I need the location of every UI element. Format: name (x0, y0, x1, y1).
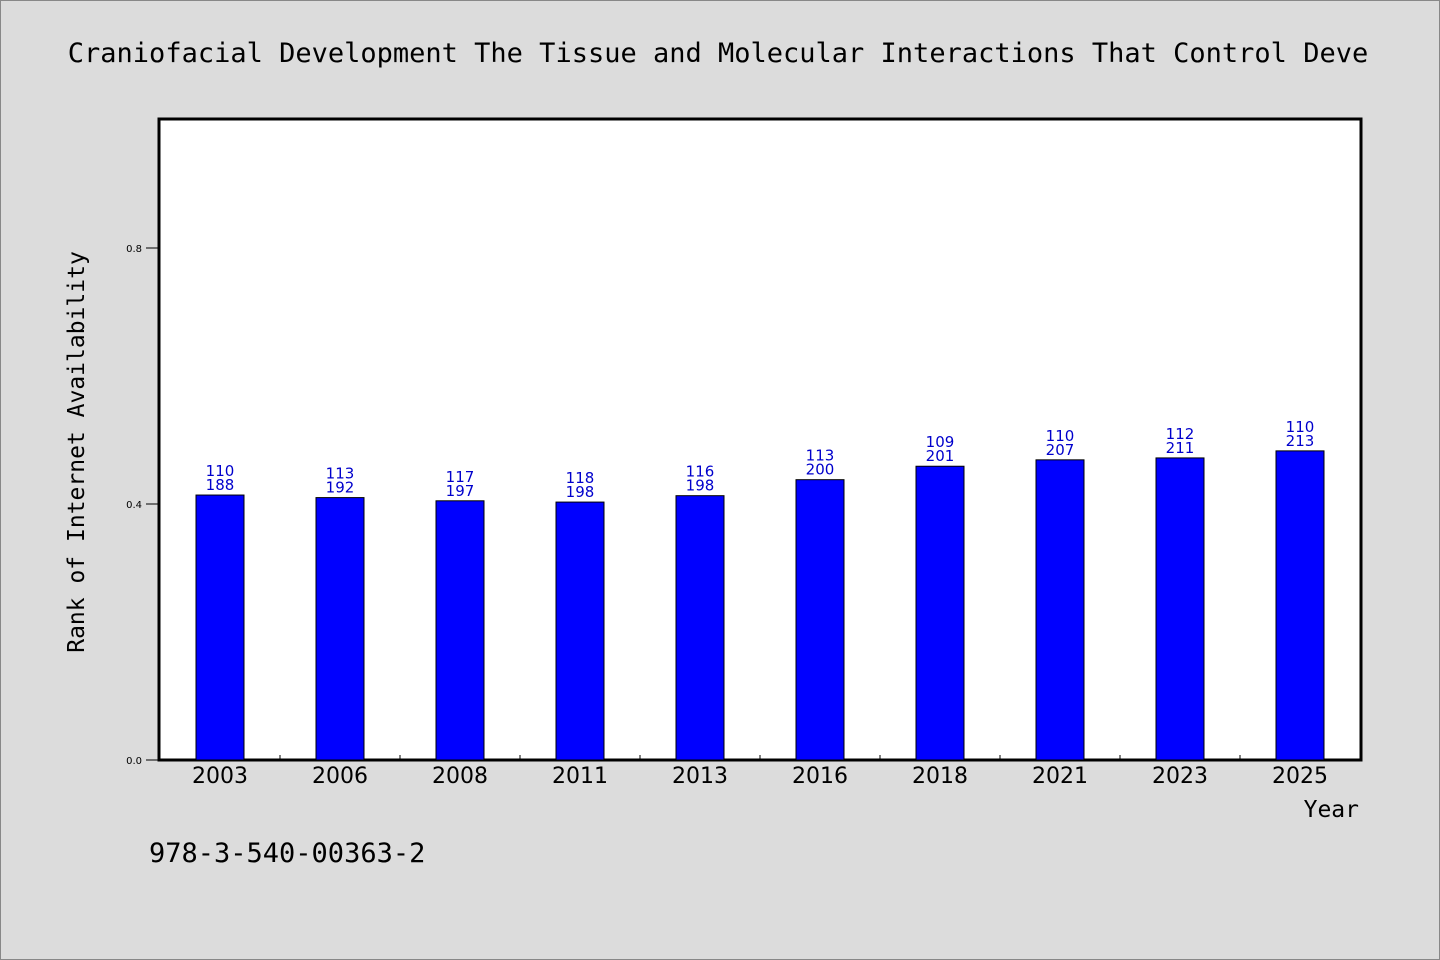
data-label-bottom-2008: 197 (446, 482, 475, 500)
x-tick-label-2006: 2006 (312, 764, 368, 789)
data-label-bottom-2003: 188 (206, 476, 235, 494)
y-axis-title: Rank of Internet Availability (64, 251, 90, 653)
data-label-bottom-2011: 198 (566, 483, 595, 501)
data-label-top-2008: 117 (446, 468, 475, 486)
data-label-bottom-2025: 213 (1286, 432, 1315, 450)
chart-title: Craniofacial Development The Tissue and … (68, 38, 1368, 69)
x-tick-label-2021: 2021 (1032, 764, 1088, 789)
data-label-top-2006: 113 (326, 465, 355, 483)
bars (195, 450, 1325, 761)
data-label-bottom-2013: 198 (686, 477, 715, 495)
data-label-top-2013: 116 (686, 463, 715, 481)
bar-2013 (675, 495, 725, 761)
bar-2023 (1155, 457, 1205, 761)
y-axis: 0.0 0.4 0.8 (126, 244, 160, 767)
isbn-label: 978-3-540-00363-2 (149, 838, 425, 869)
x-tick-label-2013: 2013 (672, 764, 728, 789)
x-tick-label-2025: 2025 (1272, 764, 1328, 789)
x-axis-title: Year (1304, 797, 1359, 823)
data-labels: 1101881131921171971181981161981132001092… (206, 418, 1315, 501)
x-tick-label-2003: 2003 (192, 764, 248, 789)
data-label-top-2023: 112 (1166, 425, 1195, 443)
bar-2016 (795, 479, 845, 761)
x-tick-label-2018: 2018 (912, 764, 968, 789)
data-label-top-2018: 109 (926, 433, 955, 451)
data-label-bottom-2006: 192 (326, 479, 355, 497)
bar-2025 (1275, 450, 1325, 761)
bar-2008 (435, 500, 485, 761)
x-tick-label-2023: 2023 (1152, 764, 1208, 789)
data-label-top-2021: 110 (1046, 427, 1075, 445)
data-label-bottom-2018: 201 (926, 447, 955, 465)
bar-2006 (315, 497, 365, 761)
bar-2003 (195, 494, 245, 761)
data-label-bottom-2021: 207 (1046, 441, 1075, 459)
bar-2011 (555, 501, 605, 761)
data-label-bottom-2023: 211 (1166, 439, 1195, 457)
data-label-top-2016: 113 (806, 447, 835, 465)
x-tick-label-2008: 2008 (432, 764, 488, 789)
data-label-top-2025: 110 (1286, 418, 1315, 436)
y-tick-label: 0.0 (126, 756, 142, 767)
data-label-top-2011: 118 (566, 469, 595, 487)
x-tick-label-2011: 2011 (552, 764, 608, 789)
bar-2021 (1035, 459, 1085, 761)
data-label-bottom-2016: 200 (806, 461, 835, 479)
bar-2018 (915, 465, 965, 761)
x-tick-label-2016: 2016 (792, 764, 848, 789)
x-axis: 2003 2006 2008 2011 2013 2016 2018 2021 2023 2025 (192, 755, 1328, 789)
data-label-top-2003: 110 (206, 462, 235, 480)
y-tick-label: 0.4 (126, 500, 142, 511)
y-tick-label: 0.8 (126, 244, 142, 255)
